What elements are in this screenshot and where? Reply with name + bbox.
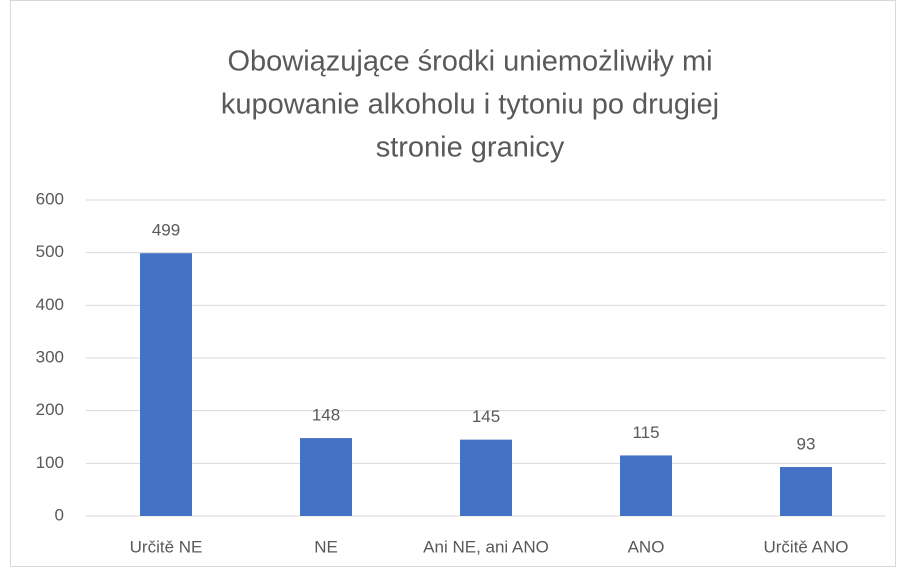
y-tick-label: 400 — [36, 295, 64, 314]
x-tick-label: Určitě NE — [130, 537, 203, 556]
data-label: 499 — [152, 221, 180, 240]
y-tick-label: 0 — [55, 505, 64, 524]
x-tick-label: NE — [314, 537, 338, 556]
data-label: 145 — [472, 407, 500, 426]
y-tick-label: 100 — [36, 453, 64, 472]
data-label: 115 — [632, 423, 659, 442]
chart-title: kupowanie alkoholu i tytoniu po drugiej — [221, 89, 719, 121]
y-tick-label: 300 — [36, 347, 64, 366]
bar — [140, 253, 192, 516]
bar — [300, 438, 352, 516]
data-label: 148 — [312, 406, 340, 425]
bar — [780, 467, 832, 516]
y-tick-label: 500 — [36, 242, 64, 261]
chart-title: Obowiązujące środki uniemożliwiły mi — [227, 46, 712, 78]
bar — [460, 439, 512, 516]
data-label: 93 — [797, 435, 816, 454]
x-tick-label: Určitě ANO — [763, 537, 848, 556]
chart-title: stronie granicy — [376, 132, 565, 164]
x-tick-label: ANO — [628, 537, 665, 556]
y-tick-label: 200 — [36, 400, 64, 419]
x-tick-label: Ani NE, ani ANO — [423, 537, 549, 556]
y-tick-label: 600 — [36, 189, 64, 208]
bar — [620, 455, 672, 516]
